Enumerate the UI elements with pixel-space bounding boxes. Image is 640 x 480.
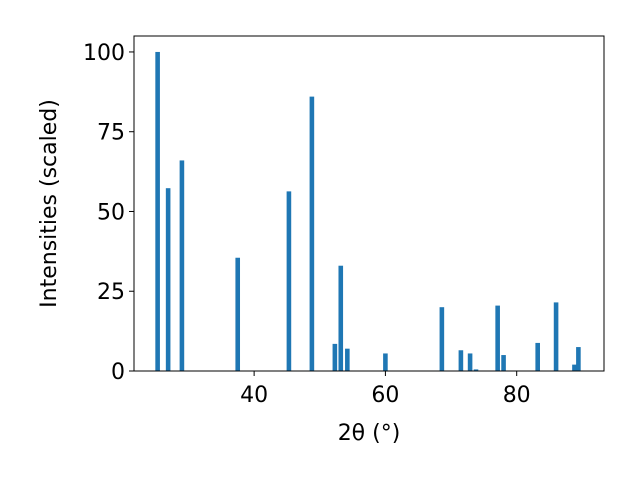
bar-6 bbox=[332, 343, 338, 371]
bar-16 bbox=[535, 342, 540, 371]
bar-4 bbox=[286, 191, 292, 371]
y-axis: 0 25 50 75 100 bbox=[83, 41, 134, 385]
bar-14 bbox=[495, 305, 500, 371]
x-axis: 40 60 80 bbox=[240, 371, 531, 408]
y-tick-label: 0 bbox=[111, 360, 125, 385]
bar-12 bbox=[467, 353, 473, 371]
bar-13 bbox=[473, 369, 479, 371]
bar-11 bbox=[458, 350, 464, 371]
plot-frame bbox=[133, 35, 605, 372]
y-axis-label: Intensities (scaled) bbox=[37, 99, 62, 308]
bar-0 bbox=[155, 51, 160, 371]
x-axis-label: 2θ (°) bbox=[338, 421, 401, 446]
y-tick-label: 50 bbox=[97, 200, 125, 225]
bar-9 bbox=[383, 353, 388, 371]
bar-1 bbox=[165, 188, 171, 371]
bar-19 bbox=[576, 347, 581, 371]
y-tick-label: 25 bbox=[97, 280, 125, 305]
bar-17 bbox=[553, 302, 559, 371]
bar-8 bbox=[345, 348, 350, 371]
bar-15 bbox=[501, 355, 506, 371]
bar-7 bbox=[338, 265, 344, 371]
bar-5 bbox=[309, 96, 315, 372]
bar-10 bbox=[439, 307, 445, 371]
y-tick-label: 100 bbox=[83, 41, 125, 66]
bar-2 bbox=[179, 160, 185, 371]
bar-18 bbox=[572, 364, 577, 371]
x-tick-label: 60 bbox=[371, 383, 399, 408]
x-tick-label: 80 bbox=[503, 383, 531, 408]
y-tick-label: 75 bbox=[97, 121, 125, 146]
bars-group bbox=[155, 51, 581, 372]
x-tick-label: 40 bbox=[240, 383, 268, 408]
bar-3 bbox=[235, 257, 241, 371]
